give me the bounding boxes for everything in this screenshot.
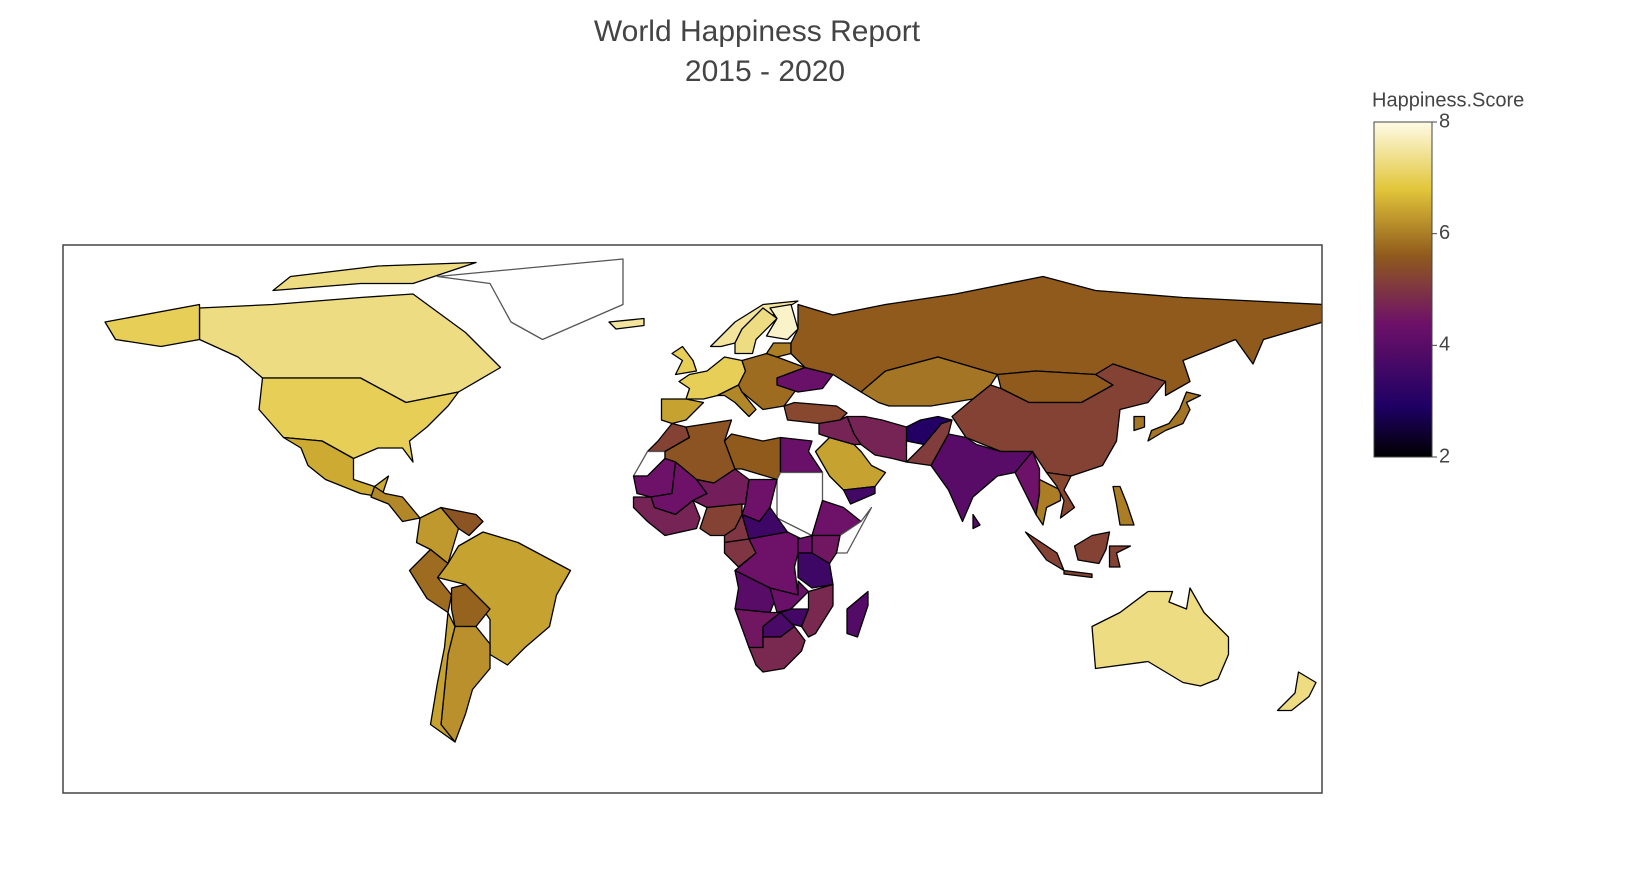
colorbar-title: Happiness.Score bbox=[1372, 89, 1524, 111]
chart-subtitle: 2015 - 2020 bbox=[685, 55, 845, 88]
map bbox=[104, 258, 1322, 743]
region bbox=[779, 436, 824, 474]
region bbox=[842, 485, 876, 505]
region bbox=[951, 363, 1167, 477]
region bbox=[1045, 471, 1076, 519]
region bbox=[783, 401, 848, 425]
region bbox=[818, 415, 862, 446]
region bbox=[765, 342, 792, 358]
region bbox=[104, 303, 201, 348]
region bbox=[1133, 415, 1146, 432]
region bbox=[436, 258, 624, 341]
region bbox=[660, 398, 705, 425]
region bbox=[282, 436, 390, 498]
region bbox=[846, 590, 869, 638]
region bbox=[734, 307, 778, 355]
region bbox=[370, 485, 421, 523]
region bbox=[748, 625, 806, 673]
region bbox=[1091, 587, 1230, 687]
chart-title: World Happiness Report bbox=[594, 15, 921, 48]
map-frame bbox=[62, 244, 1323, 794]
region bbox=[1024, 531, 1132, 579]
region bbox=[797, 534, 813, 554]
colorbar-tick-label: 8 bbox=[1439, 110, 1450, 132]
region bbox=[632, 496, 701, 537]
region bbox=[723, 513, 750, 544]
region bbox=[408, 548, 453, 614]
region bbox=[671, 345, 698, 376]
region bbox=[1112, 485, 1135, 526]
region bbox=[765, 303, 799, 341]
region bbox=[905, 415, 953, 446]
colorbar-tick-label: 2 bbox=[1439, 445, 1450, 467]
colorbar-tick-label: 6 bbox=[1439, 222, 1450, 244]
colorbar bbox=[1373, 121, 1433, 458]
region bbox=[429, 611, 456, 743]
region bbox=[1147, 391, 1202, 442]
region bbox=[1276, 671, 1317, 712]
colorbar-tick-label: 4 bbox=[1439, 334, 1450, 356]
region bbox=[608, 317, 645, 330]
region bbox=[440, 506, 484, 537]
